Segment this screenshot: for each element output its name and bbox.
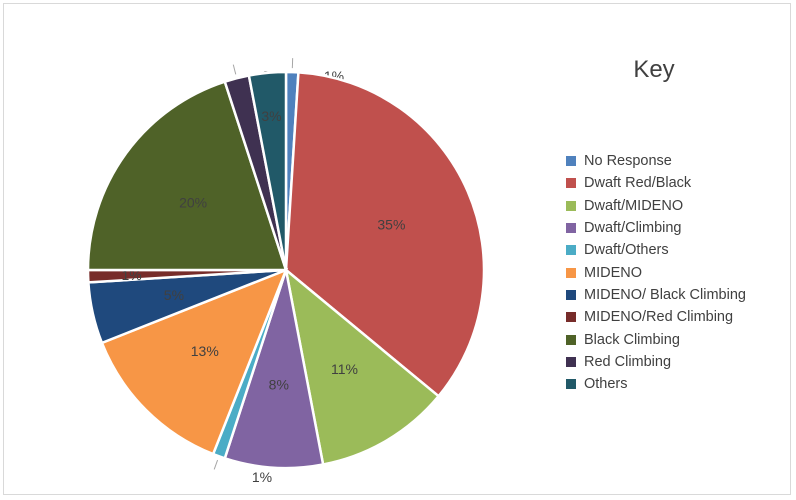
data-label-others: 3% [261,108,281,124]
pie-slice-dwaft-mideno [284,266,441,466]
legend-swatch [566,267,576,278]
data-label-dwaft-mideno: 11% [331,361,358,377]
legend-item-no-response: No Response [566,150,746,172]
data-label-dwaft-others: 1% [252,469,272,485]
legend-label: No Response [584,153,672,170]
legend-swatch [566,334,576,345]
legend-item-mideno-red-climbing: MIDENO/Red Climbing [566,306,746,328]
legend-swatch [566,356,576,367]
legend-title: Key [633,56,675,83]
legend-swatch [566,223,576,234]
legend-swatch [566,379,576,390]
data-label-dwaft-red-black: 35% [377,216,405,232]
legend-item-red-climbing: Red Climbing [566,351,746,373]
legend-label: Red Climbing [584,353,672,370]
legend-label: MIDENO [584,264,642,281]
legend-swatch [566,245,576,256]
legend-item-others: Others [566,373,746,395]
legend-label: Dwaft/Others [584,242,669,259]
data-label-mideno: 13% [191,343,219,359]
legend-item-black-climbing: Black Climbing [566,328,746,350]
pie-slice-black-climbing [86,80,288,272]
legend-swatch [566,289,576,300]
legend-swatch [566,156,576,167]
legend-item-dwaft-red-black: Dwaft Red/Black [566,172,746,194]
legend-label: MIDENO/Red Climbing [584,309,734,326]
pie-slice-dwaft-red-black [284,71,486,398]
legend-label: MIDENO/ Black Climbing [584,286,746,303]
legend-item-dwaft-others: Dwaft/Others [566,239,746,261]
legend-swatch [566,312,576,323]
legend-item-dwaft-mideno: Dwaft/MIDENO [566,195,746,217]
data-label-mideno-black-climbing: 5% [164,287,184,303]
data-label-black-climbing: 20% [179,194,207,210]
legend-swatch [566,200,576,211]
leader-line-red-climbing [232,64,237,75]
pie-slice-mideno [100,267,289,456]
legend-label: Black Climbing [584,331,680,348]
legend-item-mideno-black-climbing: MIDENO/ Black Climbing [566,284,746,306]
data-label-dwaft-climbing: 8% [269,377,289,393]
legend-label: Dwaft Red/Black [584,175,692,192]
legend-item-mideno: MIDENO [566,261,746,283]
legend-label: Others [584,376,628,393]
legend-label: Dwaft/Climbing [584,220,682,237]
legend-label: Dwaft/MIDENO [584,197,684,214]
legend-item-dwaft-climbing: Dwaft/Climbing [566,217,746,239]
pie-slice-dwaft-climbing [223,269,325,470]
leader-line-dwaft-others [213,459,219,470]
pie-slice-others [247,70,288,271]
legend: No Response Dwaft Red/Black Dwaft/MIDENO Dw… [566,150,746,395]
legend-swatch [566,178,576,189]
